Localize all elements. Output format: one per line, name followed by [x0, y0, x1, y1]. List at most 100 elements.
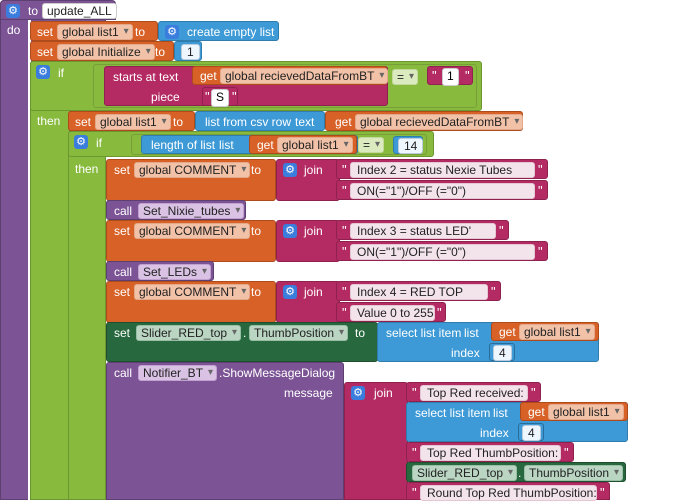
- var-dropdown[interactable]: global list1: [548, 404, 624, 420]
- get-recieved-block[interactable]: get global recievedDataFromBT: [192, 66, 389, 85]
- set-label: set: [114, 326, 131, 340]
- text-line1-block[interactable]: " Index 2 = status Nexie Tubes ": [336, 159, 548, 179]
- property-dropdown[interactable]: ThumbPosition: [524, 465, 624, 481]
- join-gear-icon[interactable]: ⚙: [283, 224, 297, 238]
- text-field[interactable]: Round Top Red ThumbPosition:: [420, 485, 597, 501]
- text-line2-block[interactable]: " ON(="1")/OFF (="0") ": [336, 241, 548, 261]
- text-field[interactable]: Index 4 = RED TOP: [350, 284, 488, 300]
- component-dropdown[interactable]: Slider_RED_top: [136, 325, 242, 341]
- join-block-2[interactable]: ⚙ join: [276, 220, 340, 262]
- set-list1-csv-block[interactable]: set global list1 to: [68, 111, 195, 131]
- set-comment-block-1[interactable]: set global COMMENT to: [106, 159, 276, 201]
- text-field[interactable]: Index 3 = status LED': [350, 223, 496, 239]
- text-line1-block[interactable]: " Index 3 = status LED' ": [336, 220, 509, 240]
- number-4-block[interactable]: 4: [489, 343, 515, 361]
- if-label: if: [58, 66, 64, 80]
- procedure-header[interactable]: ⚙ to update_ALL: [0, 0, 117, 20]
- text-field[interactable]: Top Red ThumbPosition:: [420, 445, 561, 461]
- keyword-to: to: [28, 4, 39, 18]
- number-field[interactable]: 4: [493, 345, 512, 361]
- var-dropdown[interactable]: global COMMENT: [134, 284, 251, 300]
- var-dropdown[interactable]: global list1: [57, 24, 133, 40]
- quote-icon: ": [412, 385, 417, 400]
- call-leds-block[interactable]: call Set_LEDs: [106, 261, 214, 281]
- if-block-outer[interactable]: [30, 61, 70, 500]
- var-dropdown[interactable]: global list1: [277, 137, 353, 153]
- text-s2-block[interactable]: " Top Red ThumbPosition: ": [406, 442, 574, 462]
- component-dropdown[interactable]: Notifier_BT: [138, 365, 218, 381]
- then-label: then: [37, 114, 61, 128]
- if-block-2-outer[interactable]: [68, 131, 106, 500]
- text-field[interactable]: Top Red received:: [420, 385, 528, 401]
- join-gear-icon[interactable]: ⚙: [351, 386, 365, 400]
- var-dropdown[interactable]: global recievedDataFromBT: [220, 68, 389, 84]
- list-from-csv-block[interactable]: list from csv row text: [195, 111, 325, 131]
- call-nixie-block[interactable]: call Set_Nixie_tubes: [106, 200, 246, 220]
- number-block[interactable]: 1: [174, 41, 202, 61]
- text-s-block[interactable]: " S ": [202, 87, 238, 107]
- join-gear-icon[interactable]: ⚙: [283, 285, 297, 299]
- proc-dropdown[interactable]: Set_LEDs: [138, 264, 212, 280]
- length-of-list-label: length of list: [151, 138, 216, 152]
- join-block-1[interactable]: ⚙ join: [276, 159, 340, 201]
- set-initialize-block[interactable]: set global Initialize to: [30, 41, 174, 61]
- quote-icon: ": [531, 385, 536, 400]
- join-gear-icon[interactable]: ⚙: [283, 163, 297, 177]
- procedure-name-field[interactable]: update_ALL: [42, 3, 117, 19]
- get-list1-block[interactable]: get global list1: [491, 322, 599, 341]
- join-label: join: [374, 386, 393, 400]
- text-s3-block[interactable]: " Round Top Red ThumbPosition: ": [406, 482, 610, 501]
- text-field[interactable]: Index 2 = status Nexie Tubes: [350, 162, 535, 178]
- join-block-3[interactable]: ⚙ join: [276, 281, 340, 323]
- number-field[interactable]: 1: [181, 44, 200, 60]
- number-14-block[interactable]: 14: [393, 136, 424, 154]
- text-1-field[interactable]: 1: [442, 68, 459, 86]
- get-label: get: [257, 138, 274, 152]
- number-4-block[interactable]: 4: [518, 423, 544, 441]
- var-dropdown[interactable]: global list1: [95, 114, 171, 130]
- text-field[interactable]: Value 0 to 255: [350, 305, 435, 321]
- quote-icon: ": [342, 162, 347, 177]
- var-dropdown[interactable]: global Initialize: [57, 44, 155, 60]
- text-1-block[interactable]: " 1 ": [427, 66, 473, 86]
- set-slider-block[interactable]: set Slider_RED_top . ThumbPosition to: [106, 322, 378, 362]
- list-gear-icon[interactable]: ⚙: [165, 25, 179, 39]
- mutator-gear-icon[interactable]: ⚙: [6, 4, 20, 18]
- slider-getter-block[interactable]: Slider_RED_top . ThumbPosition: [406, 462, 626, 482]
- var-dropdown[interactable]: global COMMENT: [134, 223, 251, 239]
- to-label: to: [251, 224, 262, 238]
- create-empty-list-block[interactable]: ⚙ create empty list: [158, 21, 279, 41]
- text-field[interactable]: ON(="1")/OFF (="0"): [350, 244, 535, 260]
- var-dropdown[interactable]: global recievedDataFromBT: [355, 114, 524, 130]
- set-comment-block-3[interactable]: set global COMMENT to: [106, 281, 276, 323]
- var-dropdown[interactable]: global COMMENT: [134, 162, 251, 178]
- get-list1-block[interactable]: get global list1: [520, 402, 628, 421]
- text-line2-block[interactable]: " Value 0 to 255 ": [336, 302, 446, 322]
- var-dropdown[interactable]: global list1: [519, 324, 595, 340]
- if-gear-icon[interactable]: ⚙: [36, 65, 50, 79]
- text-line1-block[interactable]: " Index 4 = RED TOP ": [336, 281, 501, 301]
- quote-icon: ": [538, 244, 543, 259]
- quote-icon: ": [564, 445, 569, 460]
- text-s-field[interactable]: S: [211, 89, 230, 107]
- text-line2-block[interactable]: " ON(="1")/OFF (="0") ": [336, 180, 548, 200]
- compare-op-dropdown[interactable]: =: [392, 69, 419, 85]
- if-gear-icon[interactable]: ⚙: [74, 135, 88, 149]
- quote-icon: ": [499, 223, 504, 238]
- call-notifier-block[interactable]: call Notifier_BT .ShowMessageDialog mess…: [106, 362, 344, 500]
- get-recieved-block[interactable]: get global recievedDataFromBT: [325, 111, 524, 131]
- set-list1-block[interactable]: set global list1 to: [30, 21, 158, 41]
- number-field[interactable]: 14: [398, 138, 424, 154]
- text-s1-block[interactable]: " Top Red received: ": [406, 382, 541, 402]
- compare-op-dropdown[interactable]: =: [358, 137, 385, 153]
- set-comment-block-2[interactable]: set global COMMENT to: [106, 220, 276, 262]
- component-dropdown[interactable]: Slider_RED_top: [412, 465, 518, 481]
- procedure-inner: [28, 20, 31, 500]
- join-block-notifier[interactable]: ⚙ join: [344, 382, 408, 500]
- get-list1-block[interactable]: get global list1: [249, 135, 357, 154]
- text-field[interactable]: ON(="1")/OFF (="0"): [350, 183, 535, 199]
- message-label: message: [284, 386, 333, 400]
- number-field[interactable]: 4: [522, 425, 541, 441]
- property-dropdown[interactable]: ThumbPosition: [249, 325, 349, 341]
- proc-dropdown[interactable]: Set_Nixie_tubes: [138, 203, 245, 219]
